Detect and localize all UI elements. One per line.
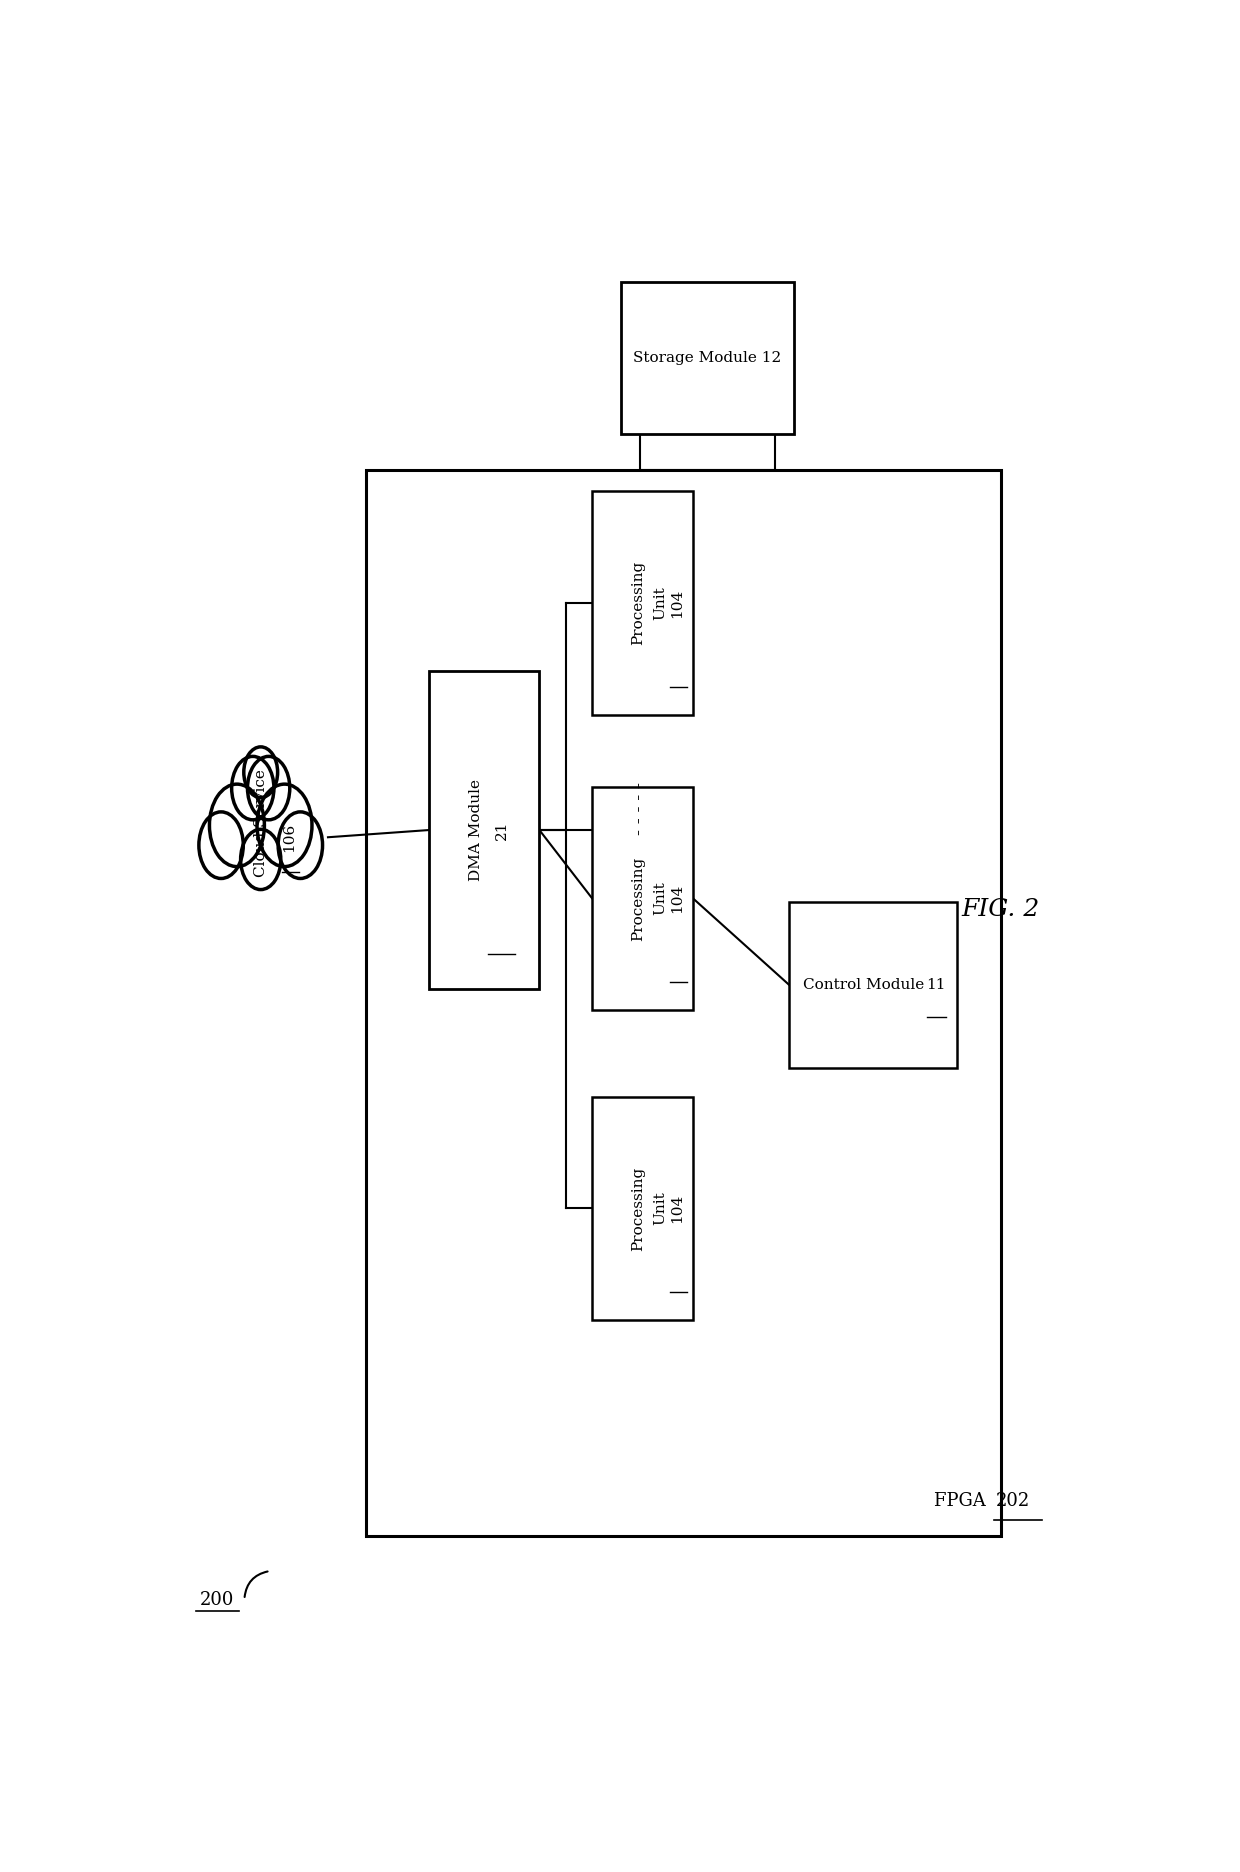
Text: 104: 104: [671, 588, 684, 618]
Text: Processing: Processing: [631, 856, 645, 940]
Bar: [593, 786, 693, 1011]
Text: 11: 11: [926, 977, 946, 992]
Text: FIG. 2: FIG. 2: [961, 899, 1040, 921]
FancyArrowPatch shape: [244, 1571, 268, 1597]
Text: Control Module: Control Module: [804, 977, 924, 992]
Circle shape: [248, 756, 290, 820]
Text: 104: 104: [671, 884, 684, 914]
Circle shape: [244, 747, 278, 797]
Text: FPGA: FPGA: [934, 1492, 991, 1511]
Text: DMA Module: DMA Module: [470, 779, 484, 882]
Bar: [621, 283, 794, 434]
Bar: [593, 490, 693, 715]
Text: Unit: Unit: [653, 882, 667, 915]
Bar: [593, 1097, 693, 1320]
Text: Processing: Processing: [631, 562, 645, 646]
Text: Unit: Unit: [653, 586, 667, 620]
Circle shape: [257, 784, 312, 867]
Bar: [367, 470, 1001, 1537]
Text: 106: 106: [283, 822, 296, 852]
Text: 200: 200: [201, 1591, 234, 1608]
Circle shape: [198, 812, 243, 878]
Text: Storage Module 12: Storage Module 12: [634, 350, 781, 365]
Circle shape: [241, 829, 280, 889]
Circle shape: [232, 756, 274, 820]
Text: Processing: Processing: [631, 1166, 645, 1250]
Bar: [789, 902, 957, 1067]
Text: - - - - -: - - - - -: [631, 782, 650, 835]
Text: 104: 104: [671, 1194, 684, 1222]
Bar: [429, 672, 539, 988]
Text: Unit: Unit: [653, 1192, 667, 1226]
Circle shape: [210, 784, 264, 867]
Circle shape: [278, 812, 322, 878]
Text: Cloud Service: Cloud Service: [254, 769, 268, 876]
Text: 202: 202: [996, 1492, 1030, 1511]
Text: 21: 21: [495, 820, 508, 841]
